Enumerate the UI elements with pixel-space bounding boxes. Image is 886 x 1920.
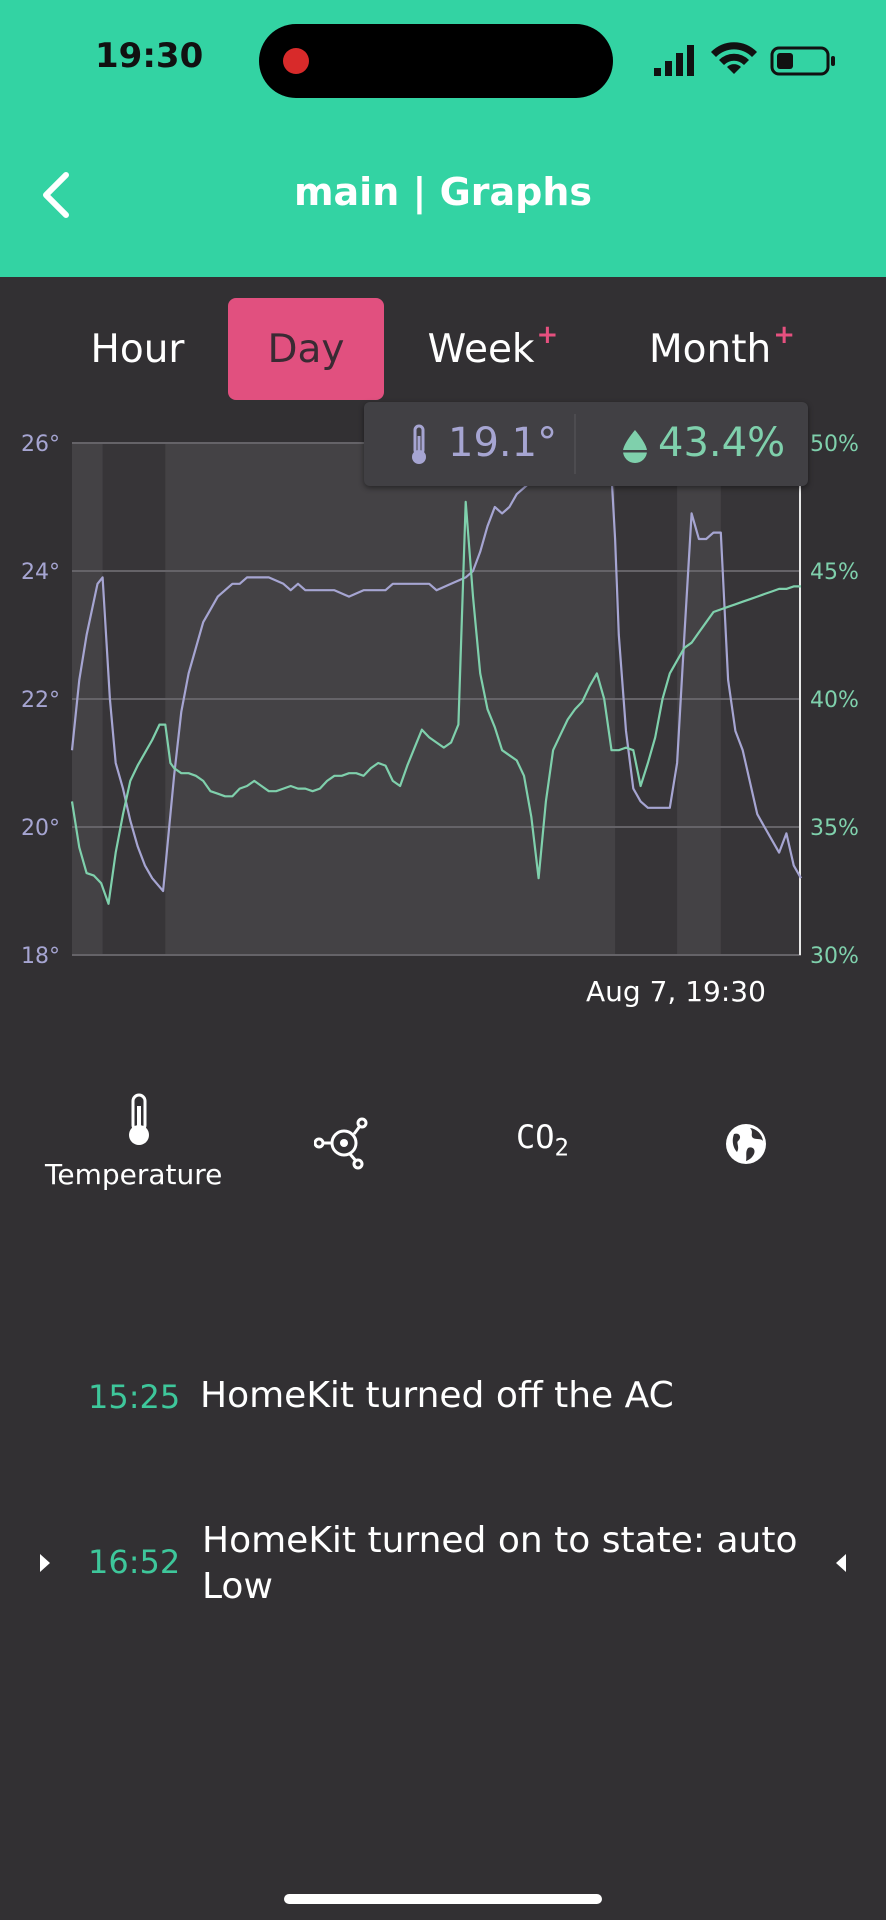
y-left-tick-label: 20° (21, 816, 60, 841)
expand-right-icon[interactable] (38, 1552, 52, 1574)
back-button[interactable] (34, 165, 84, 225)
range-tabs: Hour Day Week + Month + (0, 298, 886, 402)
tab-label: Day (267, 326, 345, 372)
dynamic-island (259, 24, 613, 98)
y-left-tick-label: 26° (21, 432, 60, 457)
value-tooltip: 19.1° 43.4% (364, 402, 808, 486)
status-time: 19:30 (95, 36, 204, 76)
tab-day[interactable]: Day (228, 298, 384, 400)
page-title: main | Graphs (293, 170, 593, 214)
tab-hour[interactable]: Hour (70, 298, 205, 400)
tooltip-divider (574, 414, 576, 474)
tab-week[interactable]: Week + (418, 298, 568, 400)
tab-label: Week (427, 326, 535, 372)
metric-pressure[interactable] (313, 1113, 372, 1175)
y-left-tick-label: 18° (21, 944, 60, 969)
sensor-icon (313, 1117, 368, 1170)
metric-co2[interactable]: CO2 (516, 1118, 569, 1161)
globe-icon (726, 1124, 766, 1164)
y-right-tick-label: 30% (810, 944, 859, 969)
y-right-tick-label: 45% (810, 560, 859, 585)
humidity-drop-icon (623, 430, 647, 463)
thermometer-icon (412, 424, 426, 464)
humidity-series-line (70, 500, 801, 905)
battery-icon (770, 46, 835, 76)
thermometer-icon (129, 1093, 149, 1145)
graph-chart[interactable]: 26° 50% 24° 45% 22° 40% 20° 35% 18° 30% (0, 420, 886, 1020)
co2-subscript: 2 (554, 1133, 569, 1162)
tab-label: Hour (90, 326, 185, 372)
temperature-series-line (70, 441, 802, 893)
chart-date-label: Aug 7, 19:30 (586, 975, 766, 1008)
expand-left-icon[interactable] (834, 1552, 848, 1574)
metric-temperature[interactable] (124, 1092, 154, 1152)
tooltip-humidity: 43.4% (658, 420, 786, 466)
premium-plus-icon: + (773, 320, 796, 350)
y-left-tick-label: 24° (21, 560, 60, 585)
wifi-icon (711, 42, 757, 74)
chevron-left-icon (43, 172, 69, 218)
y-left-tick-label: 22° (21, 688, 60, 713)
event-time: 15:25 (88, 1378, 181, 1416)
y-right-tick-label: 40% (810, 688, 859, 713)
event-time: 16:52 (88, 1543, 181, 1581)
tab-month[interactable]: Month + (638, 298, 806, 400)
signal-icon (654, 45, 694, 76)
metric-outdoor[interactable] (724, 1122, 768, 1170)
metric-temperature-label: Temperature (45, 1158, 223, 1191)
co2-icon: CO (516, 1118, 555, 1156)
event-text: HomeKit turned off the AC (200, 1375, 674, 1416)
y-right-tick-label: 35% (810, 816, 859, 841)
status-icons (654, 42, 835, 76)
y-right-tick-label: 50% (810, 432, 859, 457)
premium-plus-icon: + (536, 320, 559, 350)
event-text: HomeKit turned on to state: auto Low (202, 1520, 798, 1607)
recording-indicator-icon (283, 48, 309, 74)
home-indicator (284, 1894, 602, 1904)
header-bar: 19:30 main | Graphs (0, 0, 886, 277)
tab-label: Month (648, 326, 772, 372)
tooltip-temperature: 19.1° (448, 420, 558, 466)
